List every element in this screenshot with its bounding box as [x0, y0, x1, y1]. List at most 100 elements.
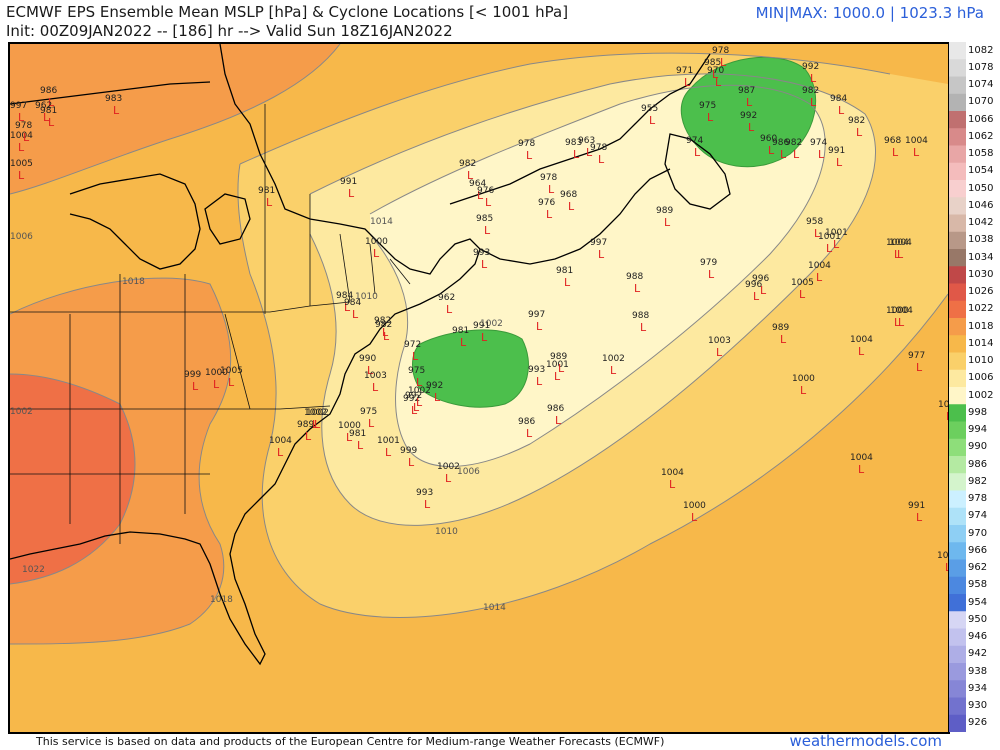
colorbar-label: 1082 [968, 44, 994, 56]
low-symbol: L [346, 431, 353, 444]
low-symbol: L [856, 126, 863, 139]
cyclone-pressure-label: 1004 [850, 453, 873, 463]
cyclone-pressure-label: 960 [760, 134, 777, 144]
weathermodels-brand[interactable]: weathermodels.com [789, 732, 942, 750]
low-symbol: L [352, 308, 359, 321]
cyclone-pressure-label: 1004 [269, 436, 292, 446]
colorbar-swatch [949, 283, 966, 302]
colorbar-swatch [949, 611, 966, 629]
low-symbol: L [48, 96, 55, 109]
colorbar-label: 1078 [968, 61, 994, 73]
low-center-offshore [412, 329, 529, 408]
map-title: ECMWF EPS Ensemble Mean MSLP [hPa] & Cyc… [6, 3, 569, 21]
map-panel[interactable]: 1002 1006 1010 1014 1018 1022 1010 1014 1018 1002… [8, 42, 950, 734]
low-symbol: L [715, 76, 722, 89]
cyclone-pressure-label: 962 [438, 293, 455, 303]
colorbar-swatch [949, 59, 966, 77]
colorbar-label: 1006 [968, 372, 994, 384]
ecmwf-credit: This service is based on data and produc… [36, 735, 665, 748]
cyclone-pressure-label: 1000 [338, 421, 361, 431]
low-symbol: L [43, 111, 50, 124]
colorbar-swatch [949, 714, 966, 732]
cyclone-pressure-label: 990 [359, 354, 376, 364]
cyclone-pressure-label: 1001 [825, 228, 848, 238]
cyclone-pressure-label: 991 [473, 321, 490, 331]
low-symbol: L [446, 303, 453, 316]
cyclone-pressure-label: 989 [656, 206, 673, 216]
cyclone-pressure-label: 1000 [886, 306, 909, 316]
cyclone-pressure-label: 1003 [364, 371, 387, 381]
low-symbol: L [568, 200, 575, 213]
cyclone-pressure-label: 964 [469, 179, 486, 189]
colorbar-swatch [949, 404, 966, 422]
cyclone-pressure-label: 999 [400, 446, 417, 456]
low-symbol: L [228, 376, 235, 389]
colorbar-label: 1074 [968, 79, 994, 91]
low-symbol: L [810, 96, 817, 109]
low-symbol: L [892, 146, 899, 159]
cyclone-pressure-label: 986 [547, 404, 564, 414]
low-symbol: L [411, 404, 418, 417]
cyclone-pressure-label: 999 [184, 370, 201, 380]
colorbar-label: 982 [968, 475, 988, 487]
low-symbol: L [314, 418, 321, 431]
colorbar-swatch [949, 456, 966, 474]
pressure-colorbar [949, 42, 966, 732]
cyclone-pressure-label: 978 [15, 121, 32, 131]
low-symbol: L [649, 114, 656, 127]
cyclone-pressure-label: 992 [740, 111, 757, 121]
cyclone-pressure-label: 1002 [937, 551, 948, 561]
colorbar-swatch [949, 697, 966, 716]
colorbar-swatch [949, 335, 966, 353]
low-symbol: L [434, 391, 441, 404]
low-symbol: L [836, 156, 843, 169]
cyclone-pressure-label: 993 [416, 488, 433, 498]
isobar-label: 1006 [10, 232, 33, 242]
low-symbol: L [467, 169, 474, 182]
low-symbol: L [707, 111, 714, 124]
colorbar-swatch [949, 473, 966, 491]
cyclone-pressure-label: 986 [40, 86, 57, 96]
cyclone-pressure-label: 1002 [304, 408, 327, 418]
low-symbol: L [485, 196, 492, 209]
colorbar-label: 986 [968, 458, 988, 470]
low-symbol: L [818, 148, 825, 161]
colorbar-swatch [949, 93, 966, 112]
low-symbol: L [266, 196, 273, 209]
colorbar-label: 1054 [968, 165, 994, 177]
cyclone-pressure-label: 978 [590, 143, 607, 153]
cyclone-pressure-label: 981 [452, 326, 469, 336]
cyclone-pressure-label: 978 [540, 173, 557, 183]
state-borders [10, 104, 411, 544]
cyclone-pressure-label: 1002 [408, 386, 431, 396]
low-symbol: L [780, 148, 787, 161]
colorbar-label: 1058 [968, 148, 994, 160]
isobar-label: 1002 [10, 407, 33, 417]
cyclone-pressure-label: 988 [626, 272, 643, 282]
low-symbol: L [669, 478, 676, 491]
cyclone-pressure-label: 997 [528, 310, 545, 320]
